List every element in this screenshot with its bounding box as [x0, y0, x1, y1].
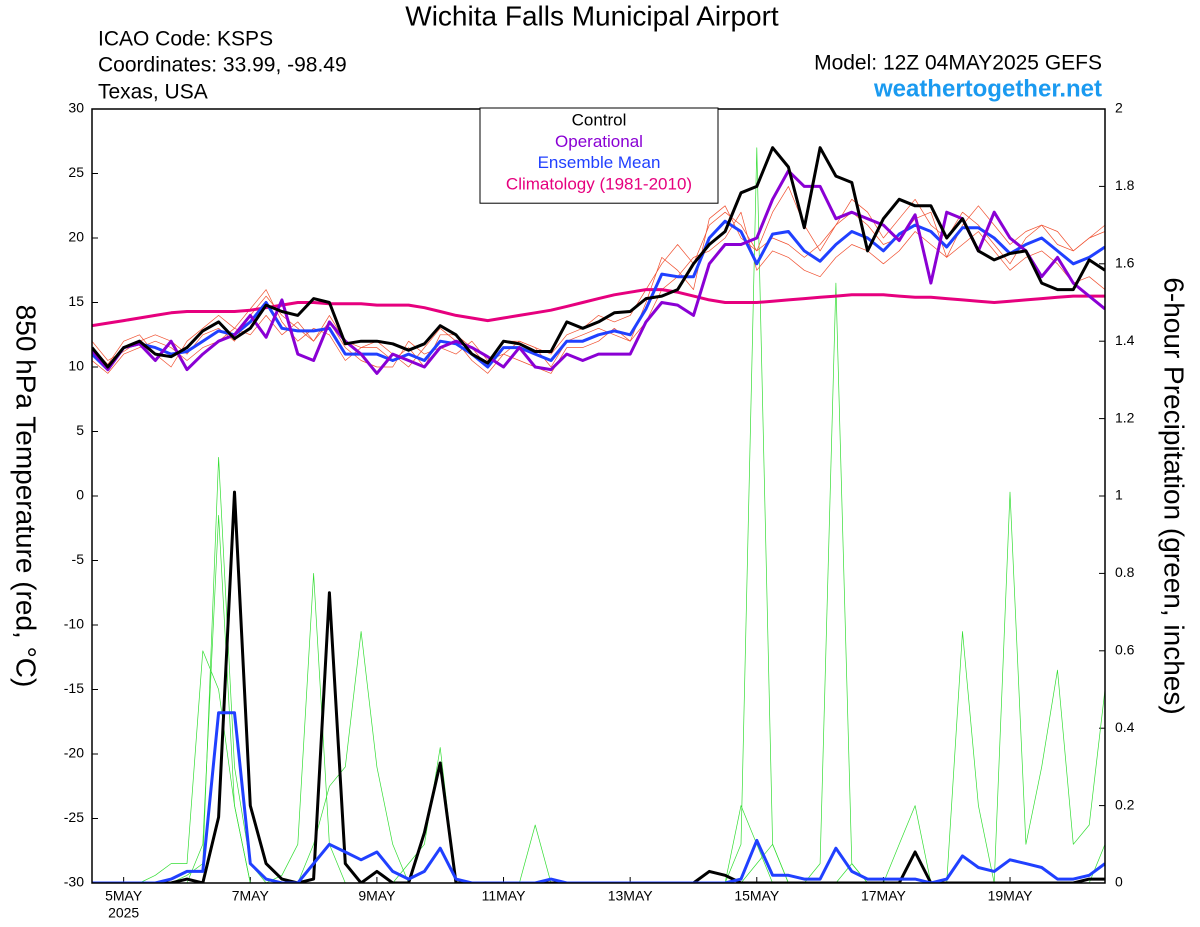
y2-tick-label: 1.8: [1115, 177, 1135, 193]
plot-frame: [91, 108, 1106, 884]
info-text: Texas, USA: [98, 81, 208, 104]
x-tick-year: 2025: [108, 905, 139, 921]
y-tick-label: -5: [72, 551, 85, 567]
y2-tick-label: 0: [1115, 874, 1123, 890]
x-tick-label: 9MAY: [358, 888, 396, 904]
legend-entry: Control: [572, 110, 627, 129]
y2-tick-label: 2: [1115, 100, 1123, 116]
y-tick-label: -20: [64, 745, 84, 761]
y-tick-label: 25: [68, 164, 84, 180]
series-line: [92, 219, 1105, 372]
y2-tick-label: 0.8: [1115, 564, 1135, 580]
y-tick-label: -15: [64, 680, 84, 696]
y-tick-label: 0: [76, 487, 84, 503]
y-tick-label: 15: [68, 293, 84, 309]
x-tick-label: 15MAY: [734, 888, 780, 904]
y-tick-label: -30: [64, 874, 84, 890]
info-text: Coordinates: 33.99, -98.49: [98, 54, 347, 77]
series-line: [92, 146, 1105, 369]
y2-tick-label: 1.6: [1115, 255, 1135, 271]
series-line: [92, 711, 1105, 883]
x-tick-label: 13MAY: [608, 888, 654, 904]
y2-tick-label: 1.2: [1115, 409, 1135, 425]
x-tick-label: 5MAY: [105, 888, 143, 904]
source-text: weathertogether.net: [873, 75, 1102, 102]
y-tick-label: -25: [64, 809, 84, 825]
y2-tick-label: 0.2: [1115, 796, 1135, 812]
y2-tick-label: 0.4: [1115, 719, 1135, 735]
series-line: [92, 169, 1105, 375]
y-tick-label: -10: [64, 616, 84, 632]
series-line: [92, 490, 1105, 883]
plot-lines: [92, 146, 1105, 883]
y-tick-label: 20: [68, 229, 84, 245]
x-tick-label: 7MAY: [232, 888, 270, 904]
y-axis-label: 850 hPa Temperature (red, °C): [11, 305, 42, 688]
y2-tick-label: 0.6: [1115, 642, 1135, 658]
legend-entry: Ensemble Mean: [538, 153, 661, 172]
info-text: ICAO Code: KSPS: [98, 28, 273, 51]
series-line: [92, 205, 1105, 368]
chart-title: Wichita Falls Municipal Airport: [405, 0, 779, 31]
y2-axis-label: 6-hour Precipitation (green, inches): [1159, 277, 1190, 714]
model-text: Model: 12Z 04MAY2025 GEFS: [814, 52, 1102, 75]
x-tick-label: 19MAY: [988, 888, 1034, 904]
y2-tick-label: 1.4: [1115, 332, 1135, 348]
y-tick-label: 10: [68, 358, 84, 374]
y-tick-label: 5: [76, 422, 84, 438]
legend-box: [479, 107, 719, 204]
legend-entry: Climatology (1981-2010): [506, 174, 692, 193]
series-line: [92, 211, 1105, 374]
y-tick-label: 30: [68, 100, 84, 116]
y2-tick-label: 1: [1115, 487, 1123, 503]
x-tick-label: 17MAY: [861, 888, 907, 904]
series-line: [92, 186, 1105, 374]
series-line: [92, 147, 1105, 883]
legend-entry: Operational: [555, 132, 643, 151]
x-tick-label: 11MAY: [482, 888, 526, 904]
